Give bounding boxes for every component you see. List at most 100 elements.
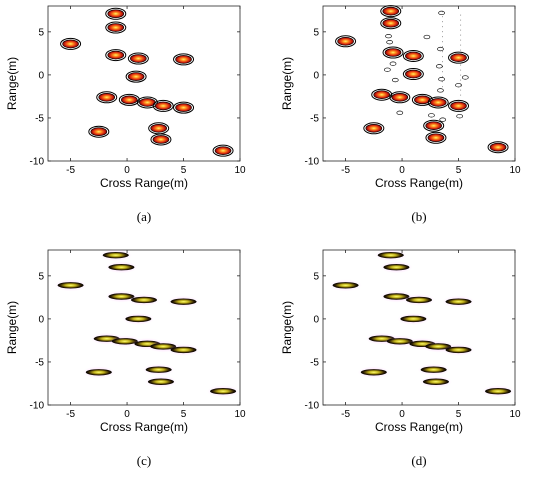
scatterer-point: [150, 133, 172, 146]
scatterer-point: [442, 343, 475, 356]
scatterer-point: [136, 96, 158, 109]
y-tick-label: 0: [313, 314, 319, 325]
panel-label: (c): [137, 453, 151, 468]
scatterer-point: [207, 385, 240, 398]
y-tick-label: -10: [30, 401, 45, 412]
y-axis-label: Range(m): [280, 57, 294, 110]
y-tick-label: -10: [305, 401, 320, 412]
x-tick-label: 5: [456, 409, 462, 420]
scatterer-point: [427, 96, 449, 109]
panel-b: -5 0 5 10 5 0 -5 -10 Cross Range(m) Range(m) (b): [275, 0, 550, 244]
y-tick-label: 5: [313, 271, 319, 282]
x-axis-label: Cross Range(m): [375, 176, 463, 190]
y-tick-label: -10: [30, 157, 45, 168]
scatterer-point: [357, 366, 390, 379]
noise-contour: [423, 34, 431, 40]
panel-a: -5 0 5 10 5 0 -5 -10 Cross Range(m) Range(m) (a): [0, 0, 275, 244]
scatterer-point: [96, 91, 118, 104]
y-tick-label: 5: [313, 27, 319, 38]
x-tick-label: 0: [124, 165, 130, 176]
y-tick-label: 5: [38, 27, 44, 38]
x-tick-label: -5: [341, 409, 350, 420]
scatterer-point: [122, 312, 155, 325]
scatterer-point: [380, 5, 402, 18]
y-tick-label: -10: [305, 157, 320, 168]
scatterer-point: [167, 343, 200, 356]
panel-c: -5 0 5 10 5 0 -5 -10 Cross Range(m) Range(m) (c): [0, 244, 275, 488]
y-tick-label: 5: [38, 271, 44, 282]
x-axis-label: Cross Range(m): [375, 420, 463, 434]
chart-svg: -5 0 5 10 5 0 -5 -10 Cross Range(m) Range(m) (c): [5, 249, 246, 468]
noise-contour: [389, 61, 397, 66]
y-tick-label: 0: [38, 314, 44, 325]
scatterer-point: [425, 131, 447, 144]
scatterer-point: [397, 312, 430, 325]
chart-svg: -5 0 5 10 5 0 -5 -10 Cross Range(m) Range(m) (d): [280, 249, 521, 468]
x-tick-label: 10: [234, 165, 246, 176]
noise-contour: [455, 83, 462, 88]
scatterer-point: [482, 385, 515, 398]
scatterer-point: [82, 366, 115, 379]
scatterer-point: [173, 101, 195, 114]
y-tick-label: 0: [313, 70, 319, 81]
y-tick-label: 0: [38, 70, 44, 81]
noise-contour: [438, 77, 445, 82]
scatterer-point: [148, 122, 170, 135]
noise-contour: [456, 114, 464, 119]
plot-area: [47, 5, 241, 162]
scatterer-point: [144, 375, 177, 388]
scatterer-point: [173, 53, 195, 66]
scatterer-point: [423, 119, 445, 132]
x-tick-label: -5: [66, 409, 75, 420]
x-tick-label: -5: [66, 165, 75, 176]
scatterer-point: [105, 7, 127, 20]
x-tick-label: 10: [509, 409, 521, 420]
x-tick-label: 0: [399, 409, 405, 420]
chart-svg: -5 0 5 10 5 0 -5 -10 Cross Range(m) Range(m) (a): [5, 5, 246, 224]
y-tick-label: -5: [310, 113, 319, 124]
noise-contour: [384, 67, 391, 72]
noise-contour: [385, 33, 392, 39]
scatterer-point: [335, 35, 357, 48]
scatterer-point: [88, 125, 110, 138]
x-tick-label: 10: [234, 409, 246, 420]
scatterer-point: [402, 68, 424, 81]
scatterer-point: [54, 279, 87, 292]
x-tick-label: 0: [399, 165, 405, 176]
noise-contour: [437, 88, 444, 93]
noise-contour: [396, 110, 404, 115]
scatterer-point: [118, 93, 140, 106]
scatterer-point: [371, 88, 393, 101]
x-tick-label: 5: [456, 165, 462, 176]
scatterer-point: [142, 363, 175, 376]
scatterer-point: [448, 99, 470, 112]
scatterer-point: [128, 293, 160, 306]
x-tick-label: 0: [124, 409, 130, 420]
scatterer-point: [389, 91, 411, 104]
noise-contour: [428, 113, 435, 118]
scatterer-point: [105, 21, 127, 34]
noise-contour: [439, 117, 447, 122]
panel-label: (d): [411, 453, 426, 468]
plot-area: [322, 5, 516, 162]
x-tick-label: 5: [181, 409, 187, 420]
noise-contour: [386, 40, 393, 45]
x-tick-label: 10: [509, 165, 521, 176]
x-axis-label: Cross Range(m): [100, 176, 188, 190]
scatterer-point: [127, 52, 149, 65]
panel-d: -5 0 5 10 5 0 -5 -10 Cross Range(m) Range(m) (d): [275, 244, 550, 488]
y-tick-label: -5: [310, 357, 319, 368]
scatterer-point: [329, 279, 362, 292]
noise-contour: [391, 77, 399, 83]
scatterer-point: [125, 70, 147, 83]
noise-contour: [438, 10, 445, 16]
scatterer-point: [374, 249, 407, 262]
scatterer-point: [105, 49, 127, 62]
y-axis-label: Range(m): [5, 301, 19, 354]
plot-area: [47, 249, 241, 406]
scatterer-point: [419, 375, 452, 388]
scatterer-point: [448, 51, 470, 64]
scatterer-point: [380, 261, 413, 274]
noise-contour: [461, 75, 469, 80]
scatterer-point: [442, 295, 475, 308]
